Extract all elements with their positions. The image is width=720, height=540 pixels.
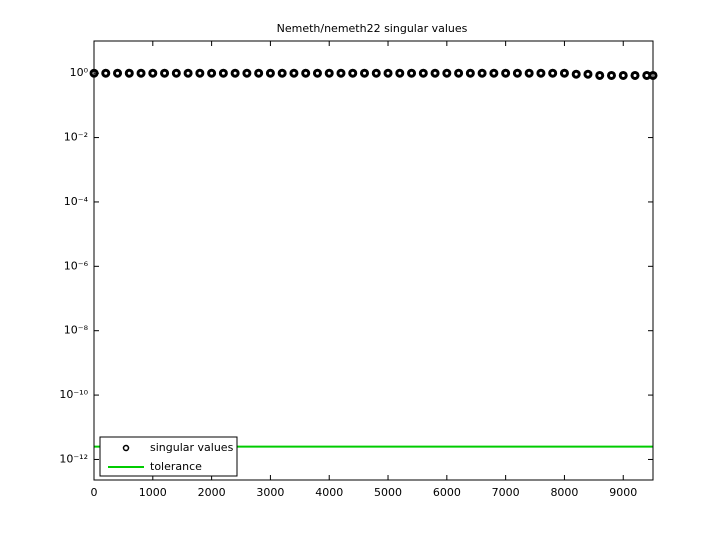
data-point xyxy=(101,68,111,78)
data-point xyxy=(183,68,193,78)
data-point xyxy=(583,69,593,79)
plot-frame xyxy=(93,40,654,481)
data-point xyxy=(289,68,299,78)
x-tick-label: 0 xyxy=(91,486,98,499)
chart-title: Nemeth/nemeth22 singular values xyxy=(277,22,468,35)
x-tick-label: 6000 xyxy=(433,486,461,499)
y-tick-label: 10⁻¹⁰ xyxy=(59,388,88,401)
y-tick-label: 10⁻⁸ xyxy=(64,324,89,337)
data-point xyxy=(207,68,217,78)
data-point xyxy=(630,70,640,80)
data-point xyxy=(230,68,240,78)
data-point xyxy=(336,68,346,78)
y-tick-label: 10⁻¹² xyxy=(59,452,88,465)
x-tick-label: 4000 xyxy=(315,486,343,499)
y-tick-label: 10⁻⁶ xyxy=(64,259,89,272)
legend-box xyxy=(99,436,238,477)
x-tick-label: 1000 xyxy=(139,486,167,499)
data-point xyxy=(489,68,499,78)
data-point xyxy=(277,68,287,78)
data-point xyxy=(148,68,158,78)
data-point xyxy=(501,68,511,78)
data-point xyxy=(571,69,581,79)
y-tick-label: 10⁻² xyxy=(64,131,88,144)
data-point xyxy=(548,68,558,78)
x-tick-label: 8000 xyxy=(550,486,578,499)
data-point xyxy=(442,68,452,78)
data-point xyxy=(595,70,605,80)
x-tick-label: 7000 xyxy=(492,486,520,499)
data-point xyxy=(113,68,123,78)
data-point xyxy=(254,68,264,78)
legend-label: tolerance xyxy=(150,460,202,473)
data-point xyxy=(312,68,322,78)
data-point xyxy=(324,68,334,78)
x-tick-label: 9000 xyxy=(609,486,637,499)
data-point xyxy=(301,68,311,78)
data-point xyxy=(218,68,228,78)
data-point xyxy=(618,70,628,80)
data-point xyxy=(465,68,475,78)
data-point xyxy=(242,68,252,78)
data-point xyxy=(536,68,546,78)
data-point xyxy=(430,68,440,78)
data-point xyxy=(265,68,275,78)
x-tick-label: 3000 xyxy=(256,486,284,499)
data-point xyxy=(195,68,205,78)
data-point xyxy=(512,68,522,78)
data-point xyxy=(160,68,170,78)
legend-label: singular values xyxy=(150,441,234,454)
data-point xyxy=(395,68,405,78)
data-point xyxy=(559,68,569,78)
data-point xyxy=(524,68,534,78)
y-tick-label: 10⁻⁴ xyxy=(64,195,89,208)
y-tick-label: 10⁰ xyxy=(70,66,89,79)
data-point xyxy=(477,68,487,78)
legend-marker xyxy=(122,444,130,452)
data-point xyxy=(136,68,146,78)
x-tick-label: 5000 xyxy=(374,486,402,499)
data-point xyxy=(171,68,181,78)
data-point xyxy=(606,70,616,80)
data-point xyxy=(454,68,464,78)
x-tick-label: 2000 xyxy=(198,486,226,499)
data-point xyxy=(407,68,417,78)
data-point xyxy=(418,68,428,78)
data-point xyxy=(371,68,381,78)
data-point xyxy=(124,68,134,78)
data-point xyxy=(383,68,393,78)
data-point xyxy=(360,68,370,78)
data-point xyxy=(348,68,358,78)
